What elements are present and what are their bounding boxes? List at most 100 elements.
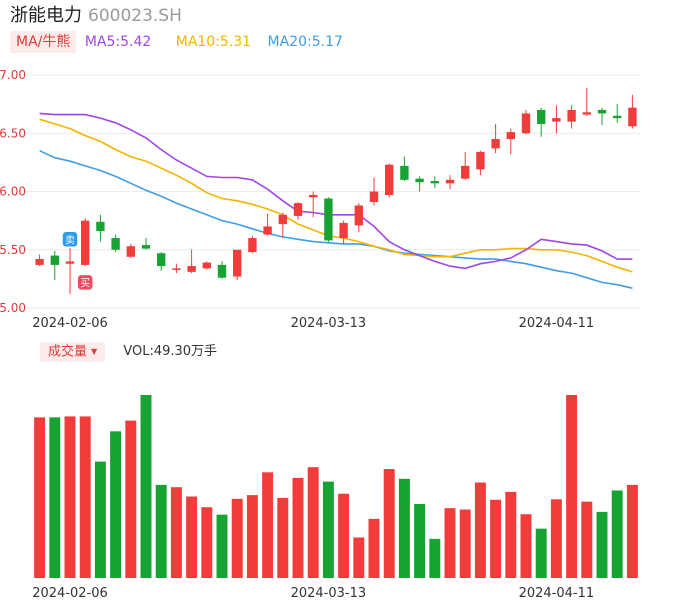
volume-bar [414,503,426,578]
volume-bar [201,507,213,578]
candle [613,115,622,119]
candle [521,113,531,134]
ma-type-selector[interactable]: MA/牛熊 [10,31,77,53]
candle [324,198,333,241]
volume-bar [338,493,350,578]
candle [354,205,363,226]
volume-bar [444,508,456,578]
volume-bar [626,484,638,578]
volume-bar [64,416,76,578]
candle [141,245,151,249]
ma10-value: MA10:5.31 [175,34,252,50]
volume-bar [505,491,517,578]
candle [567,109,576,122]
candle [476,151,485,170]
y-tick-label: 5.50 [0,243,26,257]
candle [233,249,242,277]
candle [400,165,409,180]
volume-bar [49,417,61,578]
candle [597,109,607,114]
volume-bar [353,537,365,578]
candle [582,112,591,115]
candle [415,178,424,183]
x-date-label: 2024-02-06 [32,316,108,331]
volume-bar [535,528,547,578]
candle [172,268,181,270]
candle [506,132,515,140]
volume-legend: 成交量 ▼ VOL:49.30万手 [40,341,217,363]
volume-bar [322,481,334,578]
volume-bar [79,416,91,578]
candle [430,181,439,184]
candle [248,238,257,253]
candle [157,253,166,267]
buy-marker-icon: 买 [80,277,90,289]
volume-bar [110,431,122,578]
x-date-label: 2024-03-13 [291,586,367,601]
ma20-line [39,149,633,289]
candle [293,203,303,216]
ma20-value: MA20:5.17 [267,34,343,50]
stock-header: 浙能电力 600023.SH [10,4,182,28]
candle [461,165,470,179]
candle [81,220,90,265]
candle [50,255,59,265]
candle [126,246,135,257]
volume-bar [186,496,198,578]
x-date-label: 2024-04-11 [519,316,595,331]
volume-bar [216,514,228,578]
y-tick-label: 5.00 [0,301,26,315]
volume-bar [459,509,471,578]
volume-bar [383,469,395,578]
volume-bar [490,499,502,578]
ma5-value: MA5:5.42 [84,34,152,50]
candle [111,238,120,250]
stock-name: 浙能电力 [10,5,82,26]
volume-bar [429,538,441,578]
volume-bar [155,484,167,578]
volume-bar [170,487,182,578]
candle [309,194,318,198]
volume-bar [140,395,152,578]
y-tick-label: 7.00 [0,68,26,82]
volume-bar [520,514,532,578]
candle [369,191,379,202]
x-date-label: 2024-03-13 [291,316,367,331]
candle [491,139,500,149]
x-date-label: 2024-02-06 [32,586,108,601]
volume-bar [474,482,486,578]
candle [339,222,348,239]
y-tick-label: 6.50 [0,126,26,140]
candle [385,164,394,195]
volume-bar [611,490,623,578]
volume-bar [231,498,243,578]
volume-indicator-selector[interactable]: 成交量 ▼ [40,341,106,362]
candle [628,107,637,127]
volume-bar [550,499,562,578]
ma10-line [39,118,633,273]
volume-bar [596,511,608,578]
volume-bar [368,518,380,578]
volume-bar [398,478,410,578]
y-tick-label: 6.00 [0,185,26,199]
volume-bar [262,472,274,578]
ma-legend: MA/牛熊 MA5:5.42 MA10:5.31 MA20:5.17 [10,30,343,54]
sell-marker-icon: 卖 [65,234,75,246]
volume-bar [34,417,46,578]
sell-marker-icon-bg [61,230,79,249]
candle [552,118,561,122]
candle [187,266,196,272]
stock-code: 600023.SH [88,6,182,26]
candle [65,261,75,264]
volume-bar [307,467,319,578]
buy-marker-icon-bg [76,273,94,292]
candle [96,221,105,232]
volume-bar [566,395,578,578]
x-date-label: 2024-04-11 [519,586,595,601]
candle [217,264,227,278]
candle [202,262,211,269]
volume-bar [277,497,289,578]
candle [278,214,287,225]
volume-bar [292,477,304,578]
